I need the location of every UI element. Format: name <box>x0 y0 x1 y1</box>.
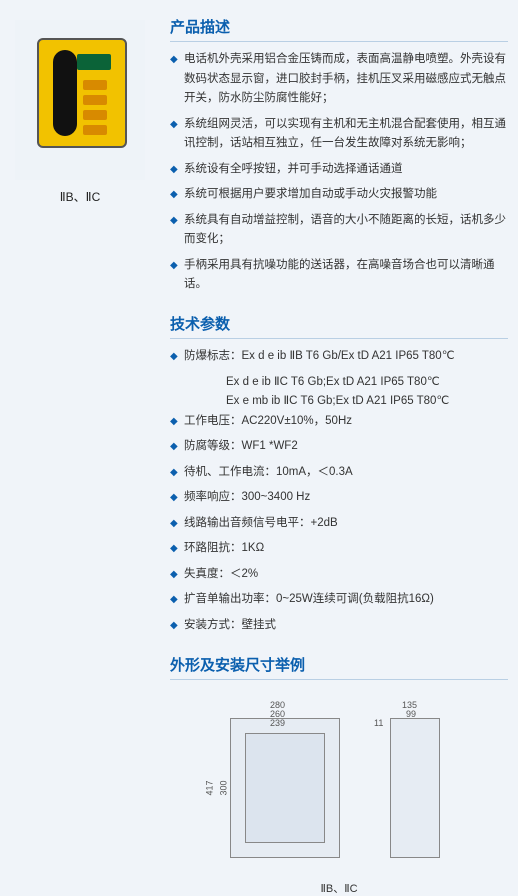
spec-subline: Ex d e ib ⅡC T6 Gb;Ex tD A21 IP65 T80℃ <box>170 373 508 393</box>
desc-list: 电话机外壳采用铝合金压铸而成，表面高温静电喷塑。外壳设有数码状态显示窗，进口胶封… <box>170 50 508 301</box>
desc-item: 系统具有自动增益控制，语音的大小不随距离的长短，话机多少而变化； <box>170 211 508 256</box>
spec-title: 技术参数 <box>170 307 508 339</box>
dim-caption: ⅡB、ⅡC <box>170 880 508 896</box>
device-body <box>37 38 127 148</box>
dim-label: 99 <box>406 709 416 719</box>
spec-item: 频率响应：300~3400 Hz <box>170 488 508 514</box>
spec-item: 环路阻抗：1KΩ <box>170 539 508 565</box>
spec-item: 失真度：＜2% <box>170 565 508 591</box>
desc-item: 电话机外壳采用铝合金压铸而成，表面高温静电喷塑。外壳设有数码状态显示窗，进口胶封… <box>170 50 508 115</box>
dim-label: 239 <box>270 718 285 728</box>
dimension-drawing: 280 260 239 417 300 135 99 11 <box>170 688 508 878</box>
spec-item: 安装方式：壁挂式 <box>170 616 508 642</box>
spec-item: 线路输出音频信号电平：+2dB <box>170 514 508 540</box>
spec-item: 扩音单输出功率：0~25W连续可调(负载阻抗16Ω) <box>170 590 508 616</box>
left-column: ⅡB、ⅡC <box>0 0 160 720</box>
right-column: 产品描述 电话机外壳采用铝合金压铸而成，表面高温静电喷塑。外壳设有数码状态显示窗… <box>160 0 518 720</box>
desc-item: 手柄采用具有抗噪功能的送话器，在高噪音场合也可以清晰通话。 <box>170 256 508 301</box>
spec-item: 防腐等级：WF1 *WF2 <box>170 437 508 463</box>
spec-subline: Ex e mb ib ⅡC T6 Gb;Ex tD A21 IP65 T80℃ <box>170 392 508 412</box>
spec-item: 待机、工作电流：10mA，＜0.3A <box>170 463 508 489</box>
product-image <box>15 20 145 180</box>
desc-item: 系统设有全呼按钮，并可手动选择通话通道 <box>170 160 508 186</box>
spec-item: 工作电压：AC220V±10%，50Hz <box>170 412 508 438</box>
desc-item: 系统可根据用户要求增加自动或手动火灾报警功能 <box>170 185 508 211</box>
dim-side <box>390 718 440 858</box>
device-buttons <box>83 80 107 140</box>
dim-label: 11 <box>374 718 383 728</box>
spec-item: 防爆标志：Ex d e ib ⅡB T6 Gb/Ex tD A21 IP65 T… <box>170 347 508 373</box>
desc-item: 系统组网灵活，可以实现有主机和无主机混合配套使用，相互通讯控制，话站相互独立，任… <box>170 115 508 160</box>
dim-label: 300 <box>219 780 229 795</box>
dim-front-inner <box>245 733 325 843</box>
spec-list: 防爆标志：Ex d e ib ⅡB T6 Gb/Ex tD A21 IP65 T… <box>170 347 508 642</box>
product-caption: ⅡB、ⅡC <box>8 188 152 205</box>
dim-label: 417 <box>205 780 215 795</box>
desc-title: 产品描述 <box>170 10 508 42</box>
dim-title: 外形及安装尺寸举例 <box>170 648 508 680</box>
